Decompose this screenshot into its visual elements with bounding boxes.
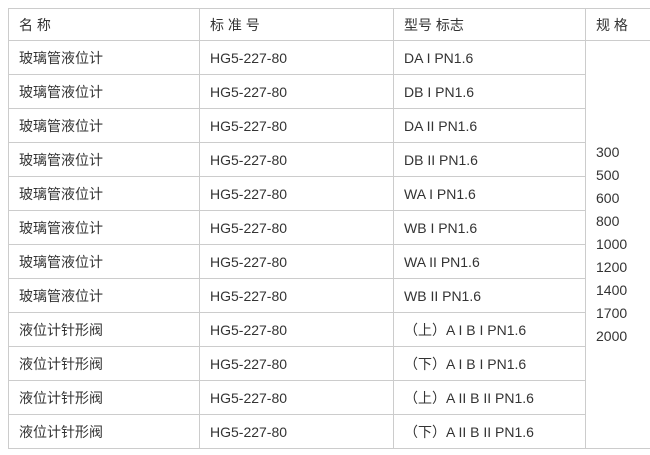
model-cell: WA II PN1.6: [393, 244, 586, 279]
model-cell: DB II PN1.6: [393, 142, 586, 177]
spec-value: 1000: [596, 236, 628, 252]
model-cell: WA I PN1.6: [393, 176, 586, 211]
spec-value: 2000: [596, 328, 628, 344]
spec-value: 1200: [596, 259, 628, 275]
name-cell: 玻璃管液位计: [8, 176, 200, 211]
table-row: 液位计针形阀 HG5-227-80 （上）A II B II PN1.6: [8, 380, 650, 415]
table-row: 玻璃管液位计 HG5-227-80 DB I PN1.6: [8, 74, 650, 109]
model-cell: DB I PN1.6: [393, 74, 586, 109]
standard-cell: HG5-227-80: [199, 278, 394, 313]
standard-cell: HG5-227-80: [199, 244, 394, 279]
standard-cell: HG5-227-80: [199, 108, 394, 143]
name-cell: 玻璃管液位计: [8, 210, 200, 245]
name-cell: 玻璃管液位计: [8, 244, 200, 279]
standard-cell: HG5-227-80: [199, 312, 394, 347]
table-row: 玻璃管液位计 HG5-227-80 DB II PN1.6: [8, 142, 650, 177]
model-cell: （上）A II B II PN1.6: [393, 380, 586, 415]
standard-cell: HG5-227-80: [199, 176, 394, 211]
standard-cell: HG5-227-80: [199, 414, 394, 449]
header-row: 名 称 标 准 号 型号 标志 规 格: [8, 8, 650, 41]
model-cell: WB II PN1.6: [393, 278, 586, 313]
table-header: 名 称 标 准 号 型号 标志 规 格: [8, 8, 650, 41]
table-row: 玻璃管液位计 HG5-227-80 DA II PN1.6: [8, 108, 650, 143]
standard-cell: HG5-227-80: [199, 346, 394, 381]
spec-value: 300: [596, 144, 620, 160]
product-spec-table: 名 称 标 准 号 型号 标志 规 格 玻璃管液位计 HG5-227-80 DA…: [8, 8, 650, 449]
spec-value: 1700: [596, 305, 628, 321]
model-cell: DA II PN1.6: [393, 108, 586, 143]
spec-value: 800: [596, 213, 620, 229]
name-cell: 玻璃管液位计: [8, 74, 200, 109]
table-row: 液位计针形阀 HG5-227-80 （上）A I B I PN1.6: [8, 312, 650, 347]
model-cell: （下）A I B I PN1.6: [393, 346, 586, 381]
model-cell: （上）A I B I PN1.6: [393, 312, 586, 347]
table-body: 玻璃管液位计 HG5-227-80 DA I PN1.6 300 500 600…: [8, 40, 650, 449]
name-cell: 玻璃管液位计: [8, 108, 200, 143]
table-row: 玻璃管液位计 HG5-227-80 WA II PN1.6: [8, 244, 650, 279]
model-cell: WB I PN1.6: [393, 210, 586, 245]
column-header-name: 名 称: [8, 8, 200, 41]
table-row: 玻璃管液位计 HG5-227-80 WB II PN1.6: [8, 278, 650, 313]
spec-value: 500: [596, 167, 620, 183]
standard-cell: HG5-227-80: [199, 74, 394, 109]
column-header-standard: 标 准 号: [199, 8, 394, 41]
spec-value: 1400: [596, 282, 628, 298]
name-cell: 玻璃管液位计: [8, 278, 200, 313]
name-cell: 液位计针形阀: [8, 414, 200, 449]
table-row: 玻璃管液位计 HG5-227-80 WA I PN1.6: [8, 176, 650, 211]
model-cell: DA I PN1.6: [393, 40, 586, 75]
column-header-spec: 规 格: [585, 8, 650, 41]
column-header-model: 型号 标志: [393, 8, 586, 41]
name-cell: 玻璃管液位计: [8, 142, 200, 177]
table-row: 玻璃管液位计 HG5-227-80 DA I PN1.6 300 500 600…: [8, 40, 650, 449]
name-cell: 玻璃管液位计: [8, 40, 200, 75]
model-cell: （下）A II B II PN1.6: [393, 414, 586, 449]
table-row: 液位计针形阀 HG5-227-80 （下）A II B II PN1.6: [8, 414, 650, 449]
spec-value: 600: [596, 190, 620, 206]
table-row: 液位计针形阀 HG5-227-80 （下）A I B I PN1.6: [8, 346, 650, 381]
name-cell: 液位计针形阀: [8, 346, 200, 381]
spec-cell: 300 500 600 800 1000 1200 1400 1700 2000: [585, 40, 650, 449]
table-row: 玻璃管液位计 HG5-227-80 WB I PN1.6: [8, 210, 650, 245]
name-cell: 液位计针形阀: [8, 380, 200, 415]
name-cell: 液位计针形阀: [8, 312, 200, 347]
standard-cell: HG5-227-80: [199, 142, 394, 177]
standard-cell: HG5-227-80: [199, 40, 394, 75]
standard-cell: HG5-227-80: [199, 380, 394, 415]
standard-cell: HG5-227-80: [199, 210, 394, 245]
